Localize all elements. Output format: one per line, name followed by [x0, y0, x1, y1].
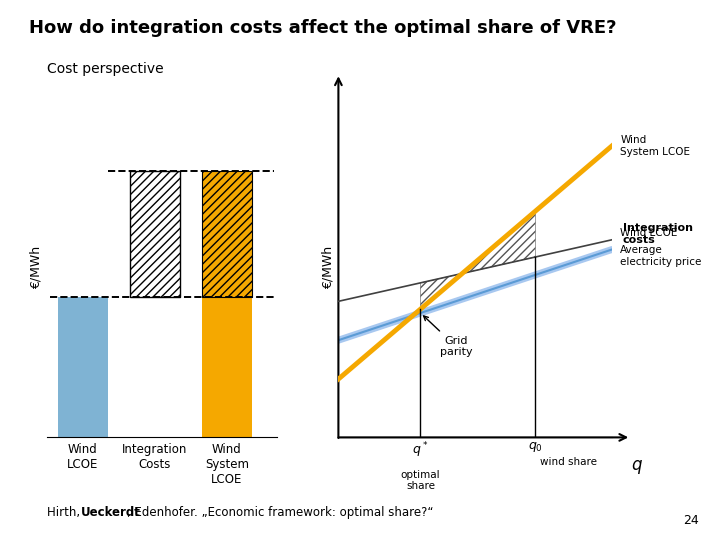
Bar — [202, 171, 252, 297]
Y-axis label: €/MWh: €/MWh — [30, 246, 42, 289]
Text: Ueckerdt: Ueckerdt — [81, 507, 141, 519]
Text: Integration
costs: Integration costs — [623, 223, 693, 245]
Y-axis label: €/MWh: €/MWh — [321, 246, 334, 289]
Text: How do integration costs affect the optimal share of VRE?: How do integration costs affect the opti… — [29, 19, 616, 37]
Text: Wind
System LCOE: Wind System LCOE — [620, 135, 690, 157]
Text: Wind LCOE: Wind LCOE — [620, 228, 678, 238]
Text: 24: 24 — [683, 514, 698, 526]
Text: Hirth,: Hirth, — [47, 507, 84, 519]
Bar — [130, 171, 180, 297]
Text: , Edenhofer. „Economic framework: optimal share?“: , Edenhofer. „Economic framework: optima… — [127, 507, 433, 519]
Bar — [58, 297, 108, 437]
Text: Grid
parity: Grid parity — [423, 316, 472, 357]
Text: Average
electricity price: Average electricity price — [620, 246, 701, 267]
Text: optimal
share: optimal share — [400, 470, 441, 491]
Text: Cost perspective: Cost perspective — [47, 62, 163, 76]
Text: $q$: $q$ — [631, 458, 642, 476]
Text: wind share: wind share — [540, 457, 597, 467]
Bar — [202, 297, 252, 437]
Bar — [202, 171, 252, 297]
